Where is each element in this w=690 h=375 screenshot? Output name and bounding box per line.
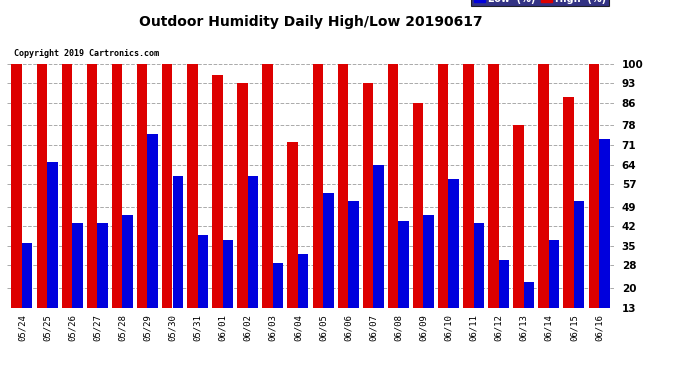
- Bar: [97, 224, 108, 344]
- Legend: Low  (%), High  (%): Low (%), High (%): [471, 0, 609, 6]
- Bar: [499, 260, 509, 344]
- Bar: [337, 64, 348, 344]
- Bar: [197, 235, 208, 344]
- Bar: [388, 64, 398, 344]
- Bar: [162, 64, 172, 344]
- Bar: [12, 64, 22, 344]
- Bar: [112, 64, 122, 344]
- Bar: [37, 64, 47, 344]
- Bar: [22, 243, 32, 344]
- Bar: [589, 64, 599, 344]
- Bar: [398, 220, 409, 344]
- Bar: [87, 64, 97, 344]
- Bar: [538, 64, 549, 344]
- Bar: [549, 240, 560, 344]
- Bar: [172, 176, 183, 344]
- Bar: [438, 64, 449, 344]
- Bar: [323, 193, 333, 344]
- Bar: [413, 103, 424, 344]
- Bar: [473, 224, 484, 344]
- Bar: [223, 240, 233, 344]
- Bar: [212, 75, 223, 344]
- Bar: [122, 215, 133, 344]
- Bar: [599, 140, 609, 344]
- Text: Copyright 2019 Cartronics.com: Copyright 2019 Cartronics.com: [14, 49, 159, 58]
- Bar: [488, 64, 499, 344]
- Bar: [513, 125, 524, 344]
- Bar: [363, 83, 373, 344]
- Bar: [313, 64, 323, 344]
- Bar: [524, 282, 534, 344]
- Bar: [273, 262, 284, 344]
- Bar: [298, 254, 308, 344]
- Bar: [373, 165, 384, 344]
- Bar: [47, 162, 57, 344]
- Bar: [61, 64, 72, 344]
- Bar: [148, 134, 158, 344]
- Bar: [187, 64, 197, 344]
- Bar: [564, 98, 574, 344]
- Bar: [463, 64, 473, 344]
- Bar: [348, 201, 359, 344]
- Bar: [262, 64, 273, 344]
- Bar: [248, 176, 258, 344]
- Bar: [237, 83, 248, 344]
- Bar: [72, 224, 83, 344]
- Text: Outdoor Humidity Daily High/Low 20190617: Outdoor Humidity Daily High/Low 20190617: [139, 15, 482, 29]
- Bar: [137, 64, 148, 344]
- Bar: [288, 142, 298, 344]
- Bar: [574, 201, 584, 344]
- Bar: [424, 215, 434, 344]
- Bar: [448, 178, 459, 344]
